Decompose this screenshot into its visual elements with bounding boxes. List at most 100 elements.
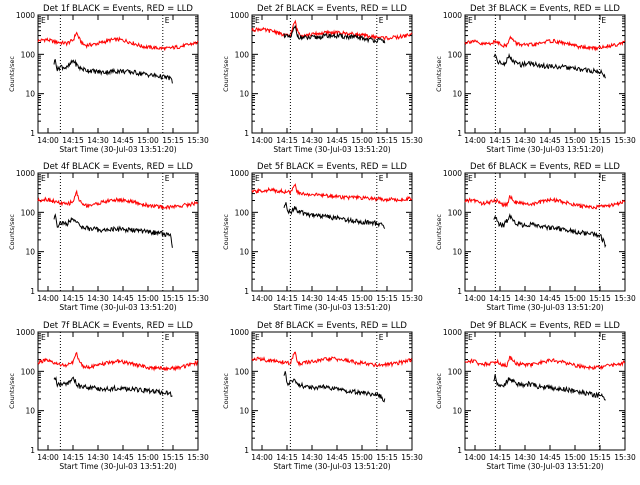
chart-title: Det 5f BLACK = Events, RED = LLD <box>257 162 407 172</box>
y-tick-label: 10 <box>239 407 249 416</box>
corner-label-right: E <box>379 174 384 183</box>
events-series-line <box>283 202 386 229</box>
x-tick-label: 14:00 <box>464 136 486 145</box>
chart-panel-5f: Det 5f BLACK = Events, RED = LLD 1 10 100 10… <box>222 162 423 312</box>
chart-panel-8f: Det 8f BLACK = Events, RED = LLD 1 10 100 10… <box>222 321 423 471</box>
x-tick-label: 14:45 <box>326 294 348 303</box>
events-series-line <box>53 58 173 84</box>
y-axis-label: Counts/sec <box>435 373 443 409</box>
lld-series-line <box>251 183 413 203</box>
y-tick-label: 1000 <box>443 169 462 178</box>
x-tick-label: 15:15 <box>589 453 611 462</box>
corner-label-left: E <box>468 16 473 25</box>
y-tick-label: 1 <box>244 129 249 138</box>
x-tick-label: 15:15 <box>162 136 184 145</box>
x-tick-label: 15:00 <box>137 294 159 303</box>
x-tick-label: 15:30 <box>187 453 209 462</box>
corner-label-left: E <box>41 333 46 342</box>
y-tick-label: 1 <box>30 287 35 296</box>
chart-title: Det 9f BLACK = Events, RED = LLD <box>470 321 620 331</box>
y-tick-label: 100 <box>21 367 36 376</box>
chart-panel-4f: Det 4f BLACK = Events, RED = LLD 1 10 100 10… <box>8 162 209 312</box>
y-tick-label: 1 <box>457 446 462 455</box>
corner-label-right: E <box>379 16 384 25</box>
x-tick-label: 14:00 <box>251 294 273 303</box>
x-tick-label: 14:30 <box>87 136 109 145</box>
corner-label-right: E <box>379 333 384 342</box>
y-tick-label: 10 <box>452 90 462 99</box>
y-tick-label: 100 <box>448 367 463 376</box>
x-tick-label: 15:00 <box>564 294 586 303</box>
corner-label-right: E <box>601 16 606 25</box>
x-tick-label: 14:00 <box>251 136 273 145</box>
y-tick-label: 100 <box>448 50 463 59</box>
y-tick-label: 1000 <box>443 328 462 337</box>
plot-frame <box>37 172 199 292</box>
x-axis-label: Start Time (30-Jul-03 13:51:20) <box>59 145 176 154</box>
x-tick-label: 15:15 <box>162 294 184 303</box>
events-series-line <box>283 371 386 403</box>
x-axis-label: Start Time (30-Jul-03 13:51:20) <box>273 145 390 154</box>
x-tick-label: 14:00 <box>464 294 486 303</box>
x-tick-label: 14:15 <box>62 453 84 462</box>
x-tick-label: 15:00 <box>351 453 373 462</box>
corner-label-left: E <box>41 174 46 183</box>
chart-panel-2f: Det 2f BLACK = Events, RED = LLD 1 10 100 10… <box>222 4 423 154</box>
x-tick-label: 14:45 <box>539 136 561 145</box>
y-axis-label: Counts/sec <box>8 373 16 409</box>
chart-panel-3f: Det 3f BLACK = Events, RED = LLD 1 10 100 10… <box>435 4 636 154</box>
y-tick-label: 1 <box>244 446 249 455</box>
events-series-line <box>53 213 173 248</box>
x-axis-label: Start Time (30-Jul-03 13:51:20) <box>59 303 176 312</box>
y-axis-label: Counts/sec <box>222 56 230 92</box>
x-tick-label: 14:30 <box>87 453 109 462</box>
plot-frame <box>464 14 626 134</box>
chart-title: Det 7f BLACK = Events, RED = LLD <box>43 321 193 331</box>
x-tick-label: 14:30 <box>301 136 323 145</box>
chart-panel-9f: Det 9f BLACK = Events, RED = LLD 1 10 100 10… <box>435 321 636 471</box>
corner-label-left: E <box>255 16 260 25</box>
x-tick-label: 14:30 <box>301 453 323 462</box>
x-tick-label: 15:00 <box>351 294 373 303</box>
chart-title: Det 8f BLACK = Events, RED = LLD <box>257 321 407 331</box>
y-axis-label: Counts/sec <box>222 373 230 409</box>
y-tick-label: 100 <box>235 208 250 217</box>
x-tick-label: 14:15 <box>276 453 298 462</box>
y-tick-label: 100 <box>21 50 36 59</box>
x-tick-label: 14:15 <box>489 136 511 145</box>
x-tick-label: 15:15 <box>376 294 398 303</box>
corner-label-left: E <box>255 333 260 342</box>
chart-title: Det 4f BLACK = Events, RED = LLD <box>43 162 193 172</box>
chart-title: Det 3f BLACK = Events, RED = LLD <box>470 4 620 14</box>
lld-series-line <box>37 351 199 372</box>
x-tick-label: 15:30 <box>614 453 636 462</box>
events-series-line <box>493 213 607 249</box>
x-tick-label: 14:00 <box>37 294 59 303</box>
corner-label-right: E <box>165 174 170 183</box>
x-tick-label: 15:30 <box>614 136 636 145</box>
y-tick-label: 1 <box>457 287 462 296</box>
x-tick-label: 14:45 <box>326 136 348 145</box>
events-series-line <box>283 25 386 44</box>
x-tick-label: 14:15 <box>489 453 511 462</box>
y-tick-label: 1000 <box>443 11 462 20</box>
corner-label-left: E <box>255 174 260 183</box>
events-series-line <box>493 52 606 79</box>
y-tick-label: 100 <box>448 208 463 217</box>
lld-series-line <box>464 355 626 371</box>
y-tick-label: 100 <box>21 208 36 217</box>
x-tick-label: 14:15 <box>62 136 84 145</box>
x-tick-label: 15:00 <box>137 453 159 462</box>
plot-frame <box>251 14 413 134</box>
x-tick-label: 15:15 <box>376 136 398 145</box>
corner-label-right: E <box>601 174 606 183</box>
y-tick-label: 10 <box>452 248 462 257</box>
corner-label-right: E <box>165 333 170 342</box>
chart-title: Det 6f BLACK = Events, RED = LLD <box>470 162 620 172</box>
x-tick-label: 14:15 <box>62 294 84 303</box>
x-tick-label: 15:15 <box>589 136 611 145</box>
x-tick-label: 14:45 <box>112 294 134 303</box>
y-tick-label: 1000 <box>16 169 35 178</box>
x-tick-label: 15:00 <box>137 136 159 145</box>
y-tick-label: 10 <box>239 90 249 99</box>
